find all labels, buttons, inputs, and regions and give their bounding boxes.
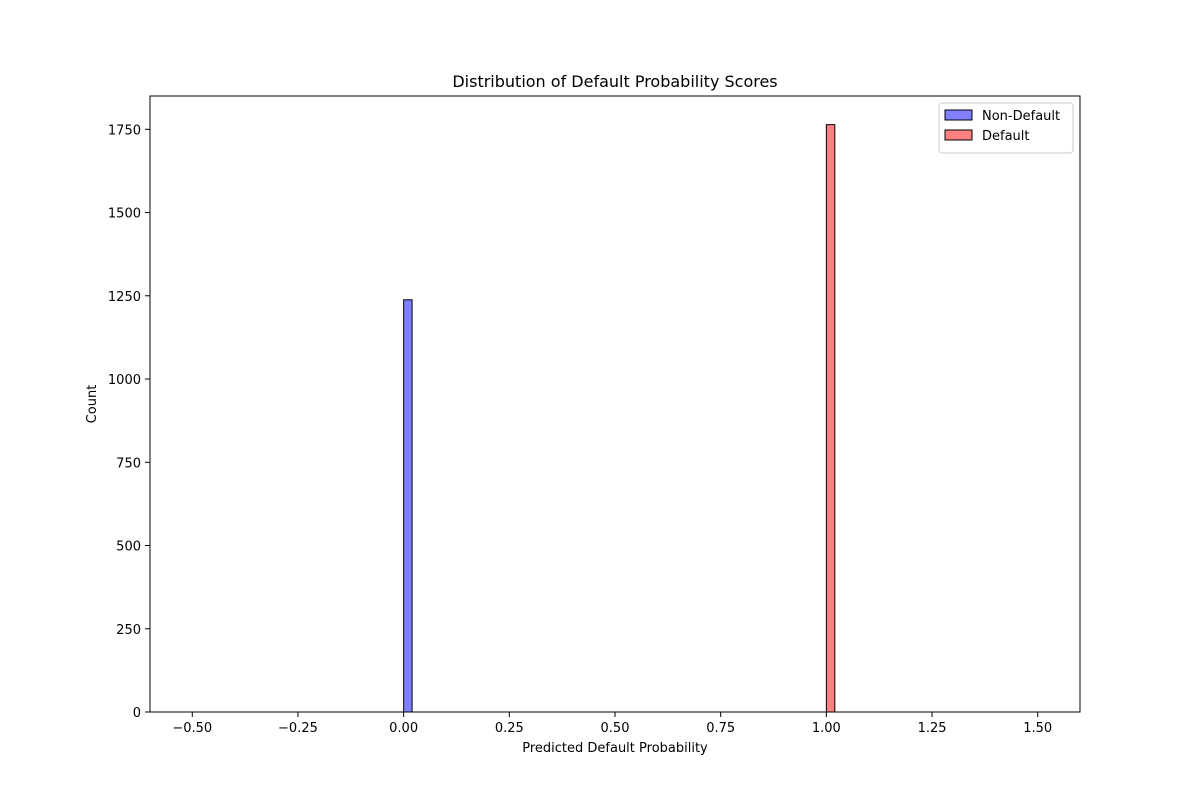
y-tick-label: 1750 <box>108 123 141 138</box>
x-tick-label: −0.25 <box>278 721 318 736</box>
x-tick-label: −0.50 <box>172 721 212 736</box>
bar-non-default-0 <box>403 299 413 713</box>
y-tick-label: 1500 <box>108 207 141 222</box>
y-tick-label: 0 <box>133 706 141 721</box>
x-tick-label: 1.25 <box>918 721 947 736</box>
x-tick-label: 0.75 <box>706 721 735 736</box>
y-axis-label: Count <box>85 385 100 424</box>
x-tick-label: 0.00 <box>389 721 418 736</box>
bar-default-0 <box>825 124 836 713</box>
legend-label: Non-Default <box>982 109 1060 124</box>
legend: Non-Default Default <box>938 102 1074 154</box>
x-axis: −0.50 −0.25 0.00 0.25 0.50 0.75 1.00 1.25 1.50 <box>172 712 1052 736</box>
legend-swatch <box>944 109 973 121</box>
legend-swatch <box>944 129 973 141</box>
y-tick-label: 250 <box>116 623 141 638</box>
x-tick-label: 1.00 <box>812 721 841 736</box>
y-tick-label: 1250 <box>108 290 141 305</box>
x-axis-label: Predicted Default Probability <box>522 741 708 756</box>
x-tick-label: 1.50 <box>1023 721 1052 736</box>
plot-frame <box>149 95 1081 713</box>
y-tick-label: 750 <box>116 456 141 471</box>
legend-label: Default <box>982 129 1030 144</box>
bars-layer <box>192 124 1038 713</box>
x-tick-label: 0.25 <box>495 721 524 736</box>
chart-title: Distribution of Default Probability Scor… <box>452 72 777 91</box>
y-tick-label: 500 <box>116 540 141 555</box>
y-tick-label: 1000 <box>108 373 141 388</box>
y-axis: 0 250 500 750 1000 1250 1500 1750 <box>108 123 150 721</box>
x-tick-label: 0.50 <box>601 721 630 736</box>
